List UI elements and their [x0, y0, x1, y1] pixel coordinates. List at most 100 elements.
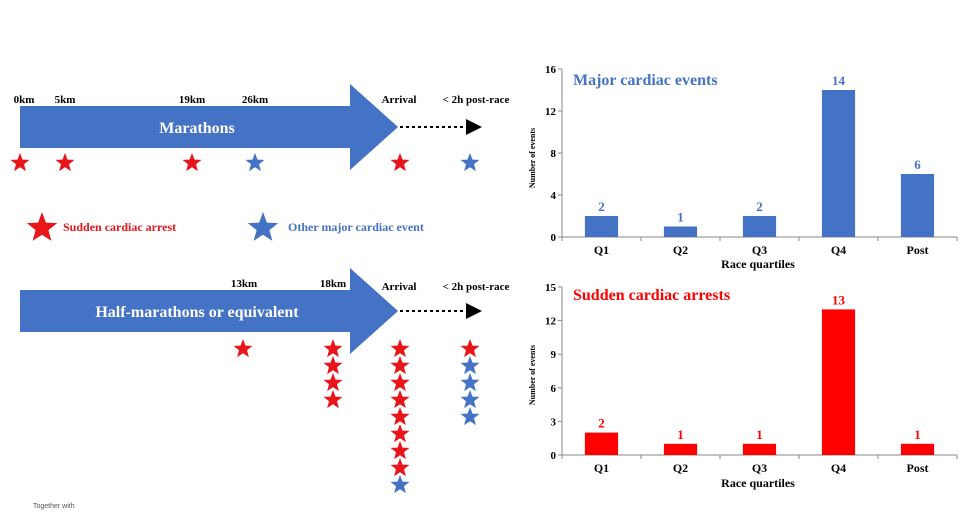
x-tick-label: Q4: [831, 243, 846, 257]
bar-value-label: 2: [756, 199, 763, 214]
y-tick-label: 12: [545, 106, 557, 118]
bar-value-label: 1: [677, 210, 684, 225]
km-label-13km: 13km: [231, 278, 257, 290]
chart2-x-axis-label: Race quartiles: [721, 476, 795, 490]
red-star-icon: [55, 153, 75, 172]
half-arrival-label: Arrival: [382, 281, 417, 293]
bar-value-label: 2: [598, 416, 605, 431]
half-post-race-label: < 2h post-race: [443, 281, 510, 293]
red-star-icon: [233, 339, 253, 358]
half-marathon-stars: [233, 339, 480, 494]
bar-value-label: 2: [598, 199, 605, 214]
bar-q1: [584, 432, 619, 455]
red-star-icon: [390, 153, 410, 172]
bar-post: [900, 443, 935, 455]
y-tick-label: 15: [545, 282, 557, 294]
x-tick-label: Q1: [594, 243, 609, 257]
marathon-arrow: [20, 84, 398, 170]
x-tick-label: Q2: [673, 243, 688, 257]
blue-star-icon: [245, 153, 265, 172]
chart2-plot-area: 0 3 6 9 12 15 2 Q1 1 Q2 1 Q3 13 Q4 1 Post: [545, 282, 958, 475]
blue-star-icon: [390, 475, 410, 494]
red-star-icon: [390, 339, 410, 358]
y-tick-label: 8: [551, 148, 557, 160]
y-tick-label: 0: [551, 450, 557, 462]
red-star-icon: [390, 424, 410, 443]
marathon-timeline: Marathons 0km 5km 19km 26km Arrival < 2h…: [10, 84, 510, 172]
km-label-0km: 0km: [14, 94, 35, 106]
marathon-arrow-label: Marathons: [159, 120, 235, 137]
red-star-icon: [10, 153, 30, 172]
x-tick-label: Post: [907, 461, 929, 475]
legend-other-label: Other major cardiac event: [288, 220, 424, 234]
blue-star-icon: [460, 356, 480, 375]
red-star-icon: [323, 390, 343, 409]
bar-value-label: 14: [832, 73, 846, 88]
red-star-icon: [390, 407, 410, 426]
x-tick-label: Q4: [831, 461, 846, 475]
arrival-label: Arrival: [382, 94, 417, 106]
chart-major-cardiac-events: Major cardiac events Number of events Ra…: [528, 64, 958, 271]
post-race-label: < 2h post-race: [443, 94, 510, 106]
y-tick-label: 16: [545, 64, 557, 76]
chart1-y-axis-label: Number of events: [528, 128, 537, 188]
bar-q4: [821, 90, 856, 237]
red-star-icon: [390, 373, 410, 392]
bar-value-label: 13: [832, 292, 846, 307]
legend-sca-label: Sudden cardiac arrest: [63, 220, 176, 234]
km-label-26km: 26km: [242, 94, 268, 106]
x-tick-label: Q3: [752, 243, 767, 257]
half-marathon-arrow: [20, 268, 398, 354]
legend-red-star-icon: [26, 212, 58, 241]
y-tick-label: 4: [551, 190, 557, 202]
chart-sudden-cardiac-arrests: Sudden cardiac arrests Number of events …: [528, 282, 958, 490]
y-tick-label: 0: [551, 232, 557, 244]
red-star-icon: [323, 339, 343, 358]
red-star-icon: [390, 458, 410, 477]
km-label-19km: 19km: [179, 94, 205, 106]
legend: Sudden cardiac arrest Other major cardia…: [26, 212, 424, 241]
blue-star-icon: [460, 373, 480, 392]
chart1-plot-area: 0 4 8 12 16 2 Q1 1 Q2 2 Q3 14 Q4 6 Post: [545, 64, 958, 257]
red-star-icon: [323, 373, 343, 392]
bar-post: [900, 174, 935, 237]
blue-star-icon: [247, 212, 279, 241]
red-star-icon: [323, 356, 343, 375]
y-tick-label: 6: [551, 383, 557, 395]
half-marathon-arrow-label: Half-marathons or equivalent: [95, 304, 299, 321]
bar-q3: [742, 443, 777, 455]
km-label-18km: 18km: [320, 278, 346, 290]
bar-q2: [663, 443, 698, 455]
x-tick-label: Q2: [673, 461, 688, 475]
red-star-icon: [26, 212, 58, 241]
y-tick-label: 3: [551, 416, 557, 428]
red-star-icon: [460, 339, 480, 358]
blue-star-icon: [460, 407, 480, 426]
red-star-icon: [390, 356, 410, 375]
y-tick-label: 9: [551, 349, 557, 361]
chart2-title: Sudden cardiac arrests: [573, 287, 730, 304]
km-label-5km: 5km: [55, 94, 76, 106]
footer-text: Together with: [33, 503, 75, 510]
legend-blue-star-icon: [247, 212, 279, 241]
half-marathon-timeline: Half-marathons or equivalent 13km 18km A…: [20, 268, 510, 494]
bar-value-label: 1: [914, 427, 921, 442]
x-tick-label: Post: [907, 243, 929, 257]
blue-star-icon: [460, 153, 480, 172]
bar-value-label: 1: [677, 427, 684, 442]
red-star-icon: [390, 390, 410, 409]
y-tick-label: 12: [545, 316, 557, 328]
bar-value-label: 1: [756, 427, 763, 442]
red-star-icon: [182, 153, 202, 172]
bar-value-label: 6: [914, 157, 921, 172]
chart1-x-axis-label: Race quartiles: [721, 257, 795, 271]
bar-q4: [821, 309, 856, 455]
x-tick-label: Q3: [752, 461, 767, 475]
blue-star-icon: [460, 390, 480, 409]
x-tick-label: Q1: [594, 461, 609, 475]
bar-q3: [742, 216, 777, 237]
chart1-title: Major cardiac events: [573, 72, 718, 89]
red-star-icon: [390, 441, 410, 460]
bar-q1: [584, 216, 619, 237]
